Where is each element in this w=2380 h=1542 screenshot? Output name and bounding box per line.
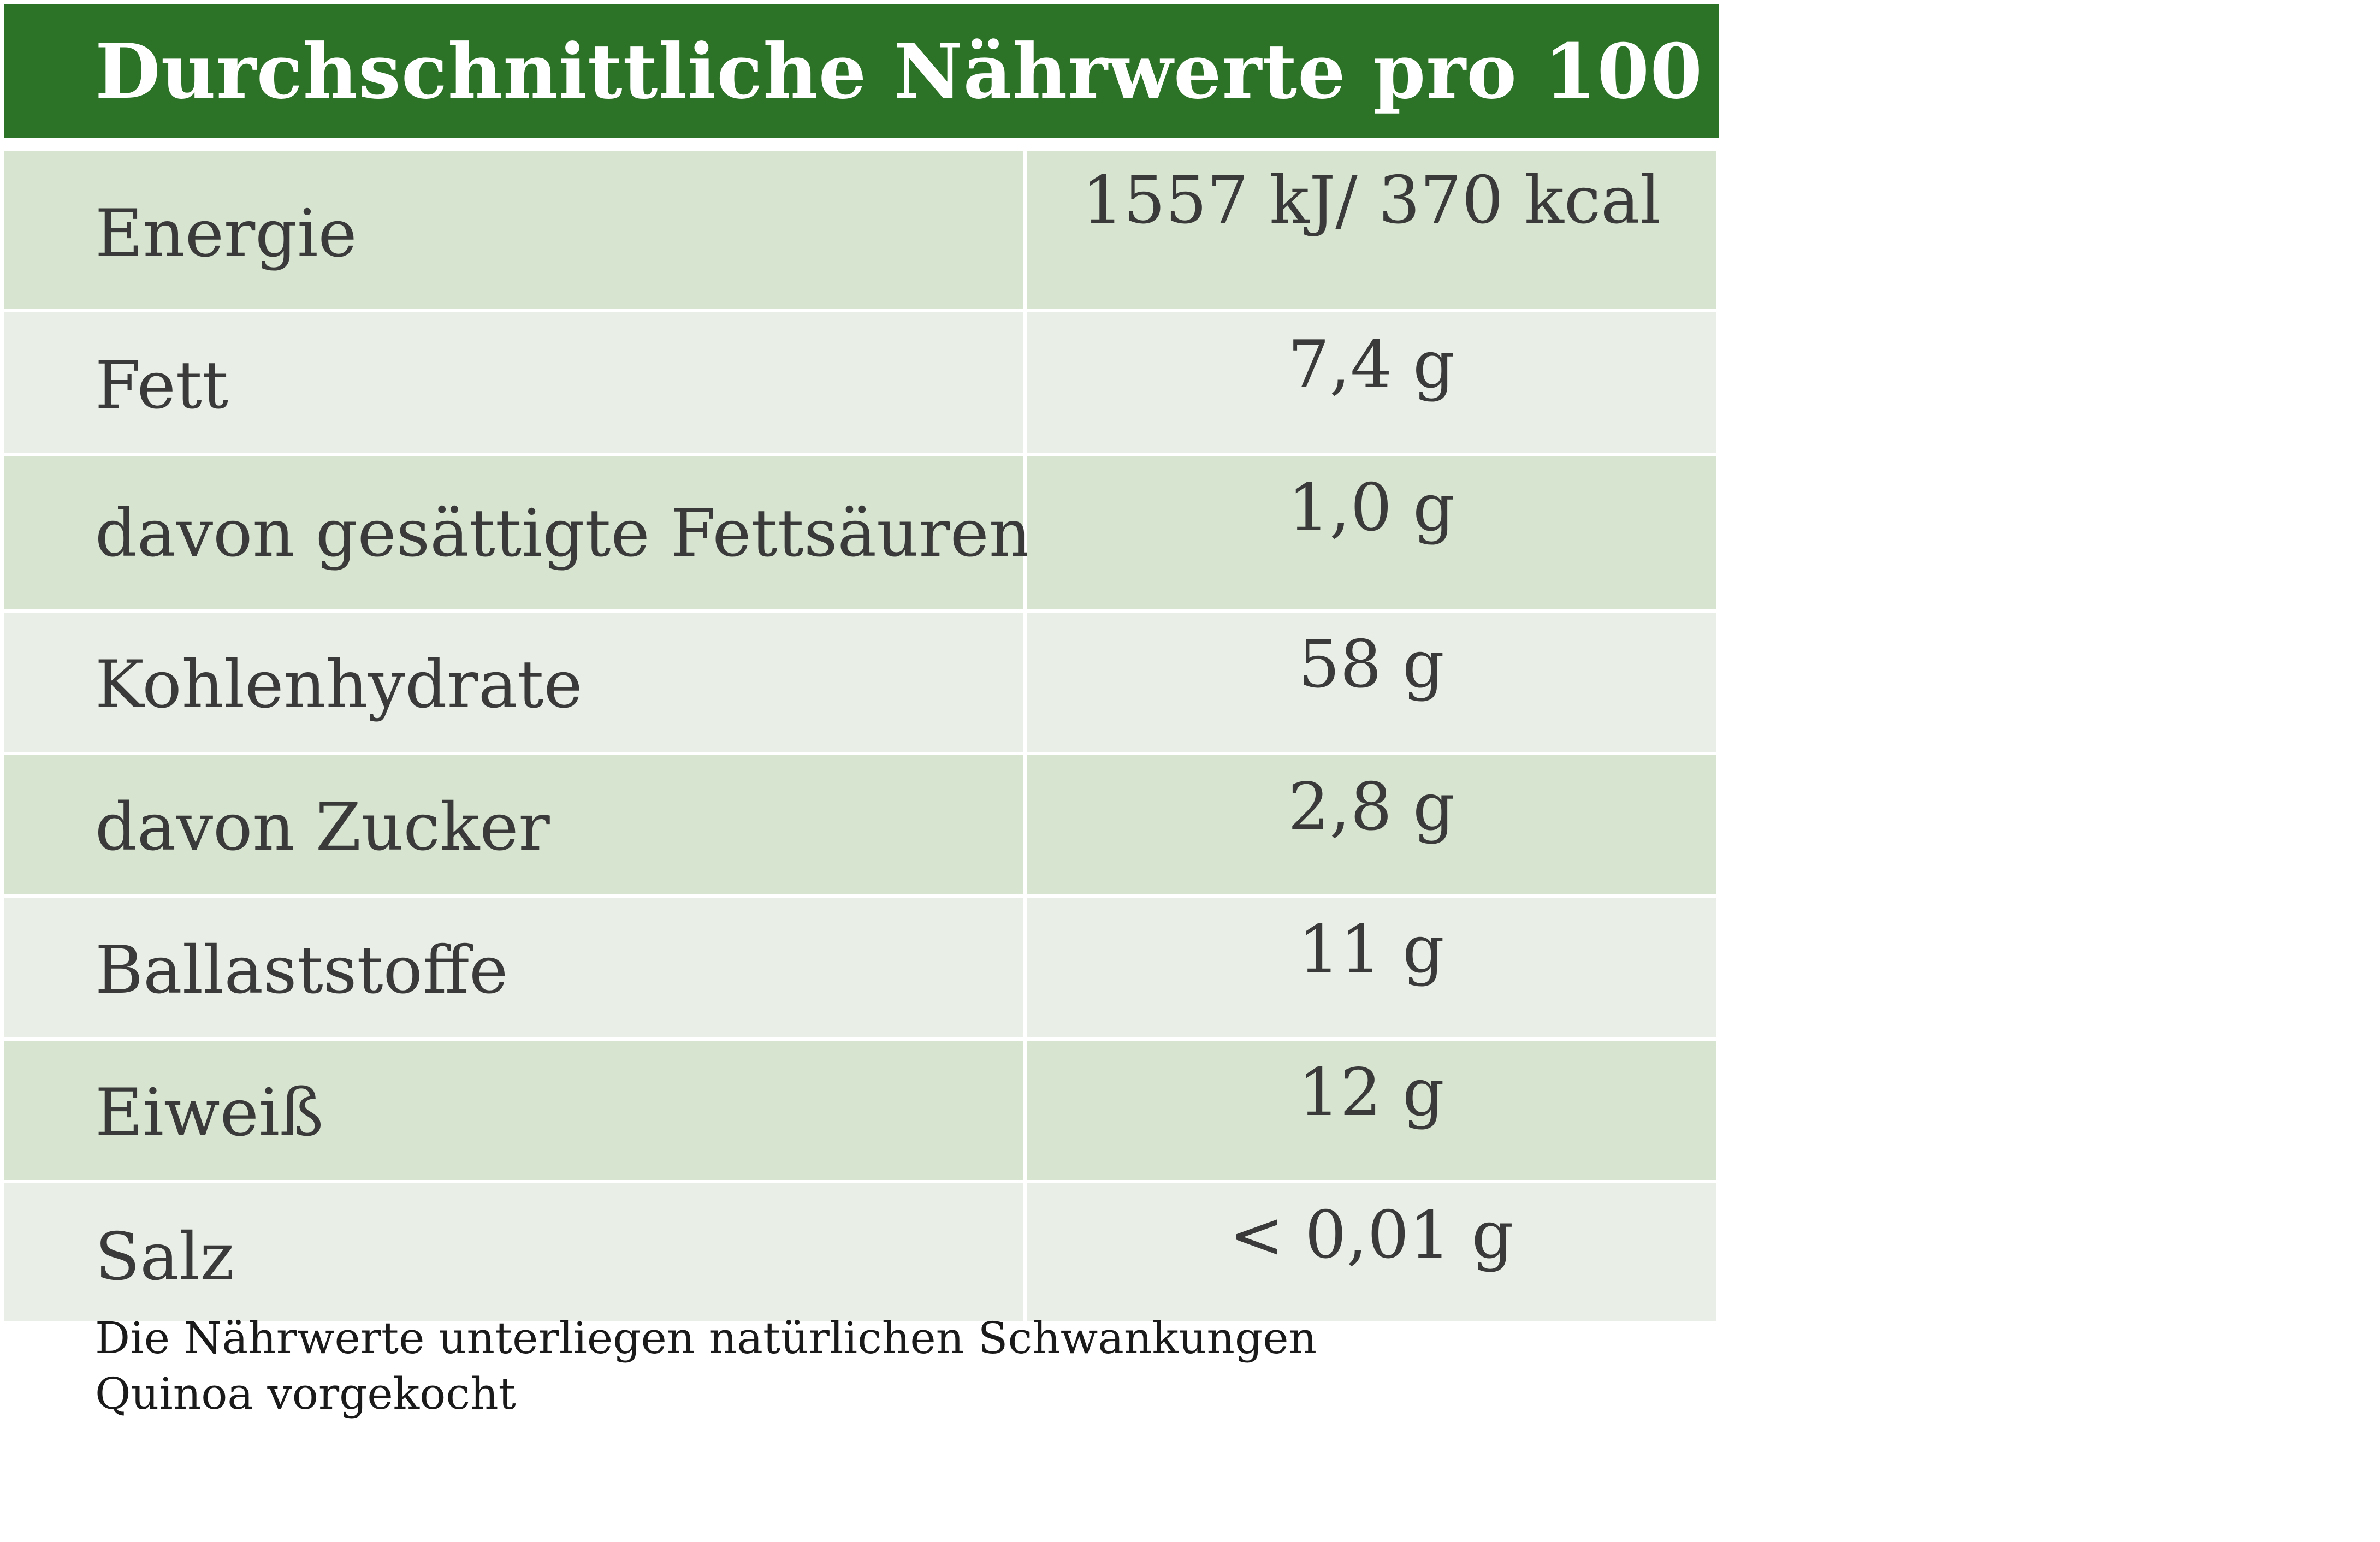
row-label-text: Salz [95, 1219, 235, 1295]
row-value-text: 2,8 g [1288, 769, 1455, 845]
row-label-text: davon Zucker [95, 790, 550, 865]
row-value: 58 g [1027, 613, 1716, 752]
row-label-text: Energie [95, 196, 357, 272]
row-value-text: 11 g [1298, 912, 1444, 988]
row-label: Salz [4, 1183, 1027, 1321]
row-value: 2,8 g [1027, 755, 1716, 894]
row-value-text: < 0,01 g [1229, 1197, 1514, 1273]
table-row: davon Zucker 2,8 g [4, 755, 1719, 898]
row-label: Energie [4, 151, 1027, 309]
row-label-text: Eiweiß [95, 1075, 324, 1151]
row-label: Fett [4, 312, 1027, 453]
nutrition-table: Energie 1557 kJ/ 370 kcal Fett 7,4 g dav… [4, 151, 1719, 1321]
row-value-text: 1,0 g [1288, 470, 1455, 546]
row-value: < 0,01 g [1027, 1183, 1716, 1321]
footnotes: Die Nährwerte unterliegen natürlichen Sc… [95, 1310, 1317, 1422]
row-label: davon Zucker [4, 755, 1027, 894]
row-value-text: 7,4 g [1288, 327, 1455, 403]
nutrition-panel: Durchschnittliche Nährwerte pro 100 g En… [4, 4, 1783, 1321]
row-label-text: Ballaststoffe [95, 933, 508, 1009]
row-label-text: davon gesättigte Fettsäuren [95, 496, 1032, 572]
row-value: 1,0 g [1027, 456, 1716, 609]
table-row: Eiweiß 12 g [4, 1041, 1719, 1183]
row-value-text: 58 g [1298, 627, 1444, 703]
table-row: Energie 1557 kJ/ 370 kcal [4, 151, 1719, 312]
row-value: 1557 kJ/ 370 kcal [1027, 151, 1716, 309]
table-row: Fett 7,4 g [4, 312, 1719, 456]
nutrition-title: Durchschnittliche Nährwerte pro 100 g [95, 26, 1783, 116]
row-label: Kohlenhydrate [4, 613, 1027, 752]
nutrition-header: Durchschnittliche Nährwerte pro 100 g [4, 4, 1783, 138]
row-value-text: 1557 kJ/ 370 kcal [1082, 163, 1661, 239]
row-label: Ballaststoffe [4, 898, 1027, 1037]
row-value-text: 12 g [1298, 1055, 1444, 1131]
row-value: 7,4 g [1027, 312, 1716, 453]
table-row: Salz < 0,01 g [4, 1183, 1719, 1321]
row-label: Eiweiß [4, 1041, 1027, 1180]
table-row: Ballaststoffe 11 g [4, 898, 1719, 1041]
table-row: davon gesättigte Fettsäuren 1,0 g [4, 456, 1719, 613]
row-label-text: Kohlenhydrate [95, 647, 583, 723]
row-value: 11 g [1027, 898, 1716, 1037]
row-label-text: Fett [95, 348, 229, 424]
footnote-variation: Die Nährwerte unterliegen natürlichen Sc… [95, 1313, 1317, 1363]
row-value: 12 g [1027, 1041, 1716, 1180]
footnote-product: Quinoa vorgekocht [95, 1368, 516, 1419]
row-label: davon gesättigte Fettsäuren [4, 456, 1031, 609]
table-row: Kohlenhydrate 58 g [4, 613, 1719, 755]
